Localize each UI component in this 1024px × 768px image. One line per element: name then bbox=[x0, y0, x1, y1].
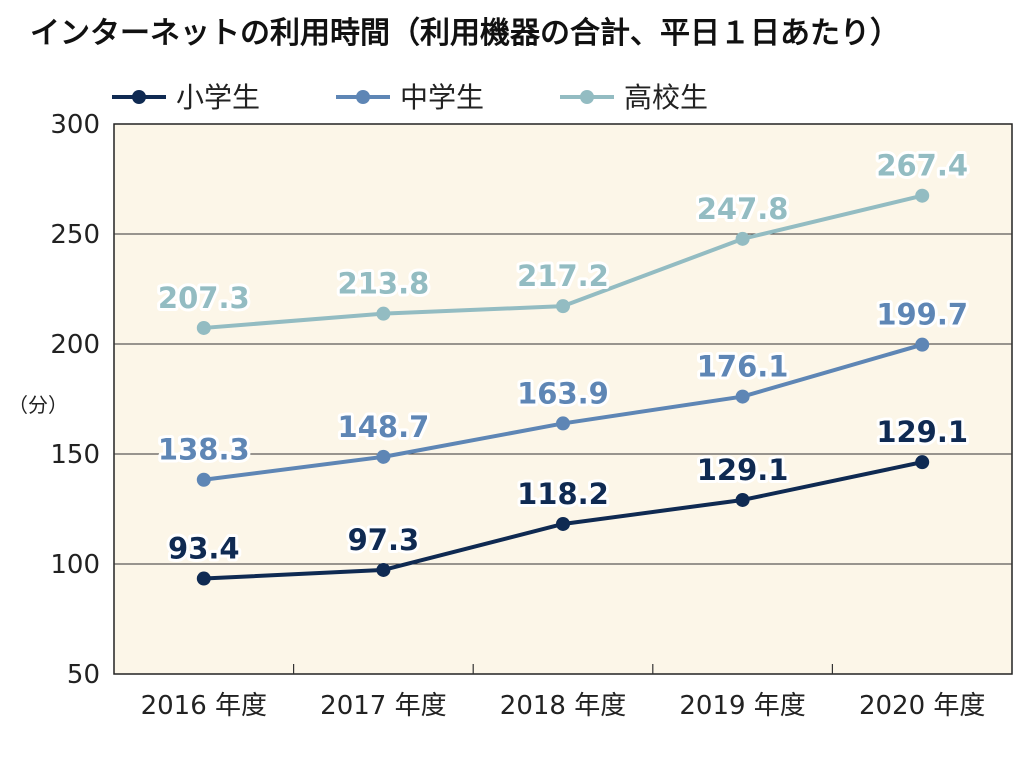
data-label: 176.1 bbox=[697, 350, 789, 384]
data-label: 213.8 bbox=[338, 267, 430, 301]
x-tick-label: 2018 年度 bbox=[500, 691, 626, 721]
data-point bbox=[556, 516, 570, 531]
y-tick-label: 200 bbox=[50, 330, 100, 360]
data-point bbox=[196, 320, 211, 335]
data-label: 118.2 bbox=[517, 477, 609, 511]
data-point bbox=[556, 416, 570, 431]
y-tick-label: 150 bbox=[50, 440, 100, 470]
data-label: 138.3 bbox=[158, 433, 250, 467]
data-point bbox=[196, 472, 211, 487]
data-label: 267.4 bbox=[876, 149, 968, 183]
data-label: 247.8 bbox=[697, 192, 789, 226]
data-label: 148.7 bbox=[338, 410, 430, 444]
data-point bbox=[735, 492, 750, 507]
x-tick-label: 2016 年度 bbox=[141, 691, 267, 721]
legend-label: 小学生 bbox=[176, 81, 260, 114]
plot-area bbox=[113, 123, 1013, 675]
data-point bbox=[196, 571, 211, 586]
legend-label: 高校生 bbox=[624, 81, 708, 114]
data-point bbox=[376, 449, 391, 464]
y-tick-label: 50 bbox=[67, 660, 100, 690]
x-tick-label: 2020 年度 bbox=[859, 691, 985, 721]
chart-title: インターネットの利用時間（利用機器の合計、平日１日あたり） bbox=[30, 16, 900, 51]
legend-label: 中学生 bbox=[400, 81, 484, 114]
legend-swatch-marker bbox=[132, 90, 146, 104]
y-axis-unit-label: （分） bbox=[8, 393, 68, 417]
legend: 小学生 中学生 高校生 bbox=[112, 81, 708, 114]
data-label: 217.2 bbox=[517, 259, 609, 293]
y-tick-label: 250 bbox=[50, 220, 100, 250]
data-labels: 93.4 97.3 118.2 129.1 129.1 138.3 148.7 163.9 17… bbox=[155, 146, 971, 569]
data-label: 129.1 bbox=[697, 453, 789, 487]
y-tick-label: 100 bbox=[50, 550, 100, 580]
series-lines bbox=[196, 188, 930, 586]
data-point bbox=[556, 299, 570, 314]
x-tick-label: 2017 年度 bbox=[320, 691, 446, 721]
data-point bbox=[915, 188, 930, 203]
y-tick-label: 300 bbox=[50, 110, 100, 140]
axes: 50 100 150 200 250 300 2016 年度 2017 年度 2018 年度 20… bbox=[50, 110, 985, 721]
grid-lines bbox=[114, 233, 1012, 565]
data-point bbox=[735, 389, 750, 404]
x-tick-label: 2019 年度 bbox=[679, 691, 805, 721]
data-label: 163.9 bbox=[517, 376, 609, 410]
data-point bbox=[915, 455, 930, 470]
data-label: 93.4 bbox=[168, 532, 240, 566]
data-point bbox=[376, 306, 391, 321]
data-point bbox=[915, 337, 930, 352]
data-label: 97.3 bbox=[348, 523, 420, 557]
data-label: 129.1 bbox=[876, 415, 968, 449]
data-point bbox=[735, 231, 750, 246]
data-point bbox=[376, 562, 391, 577]
data-label: 199.7 bbox=[876, 298, 968, 332]
legend-swatch-marker bbox=[580, 90, 594, 104]
data-label: 207.3 bbox=[158, 281, 250, 315]
legend-swatch-marker bbox=[356, 90, 370, 104]
